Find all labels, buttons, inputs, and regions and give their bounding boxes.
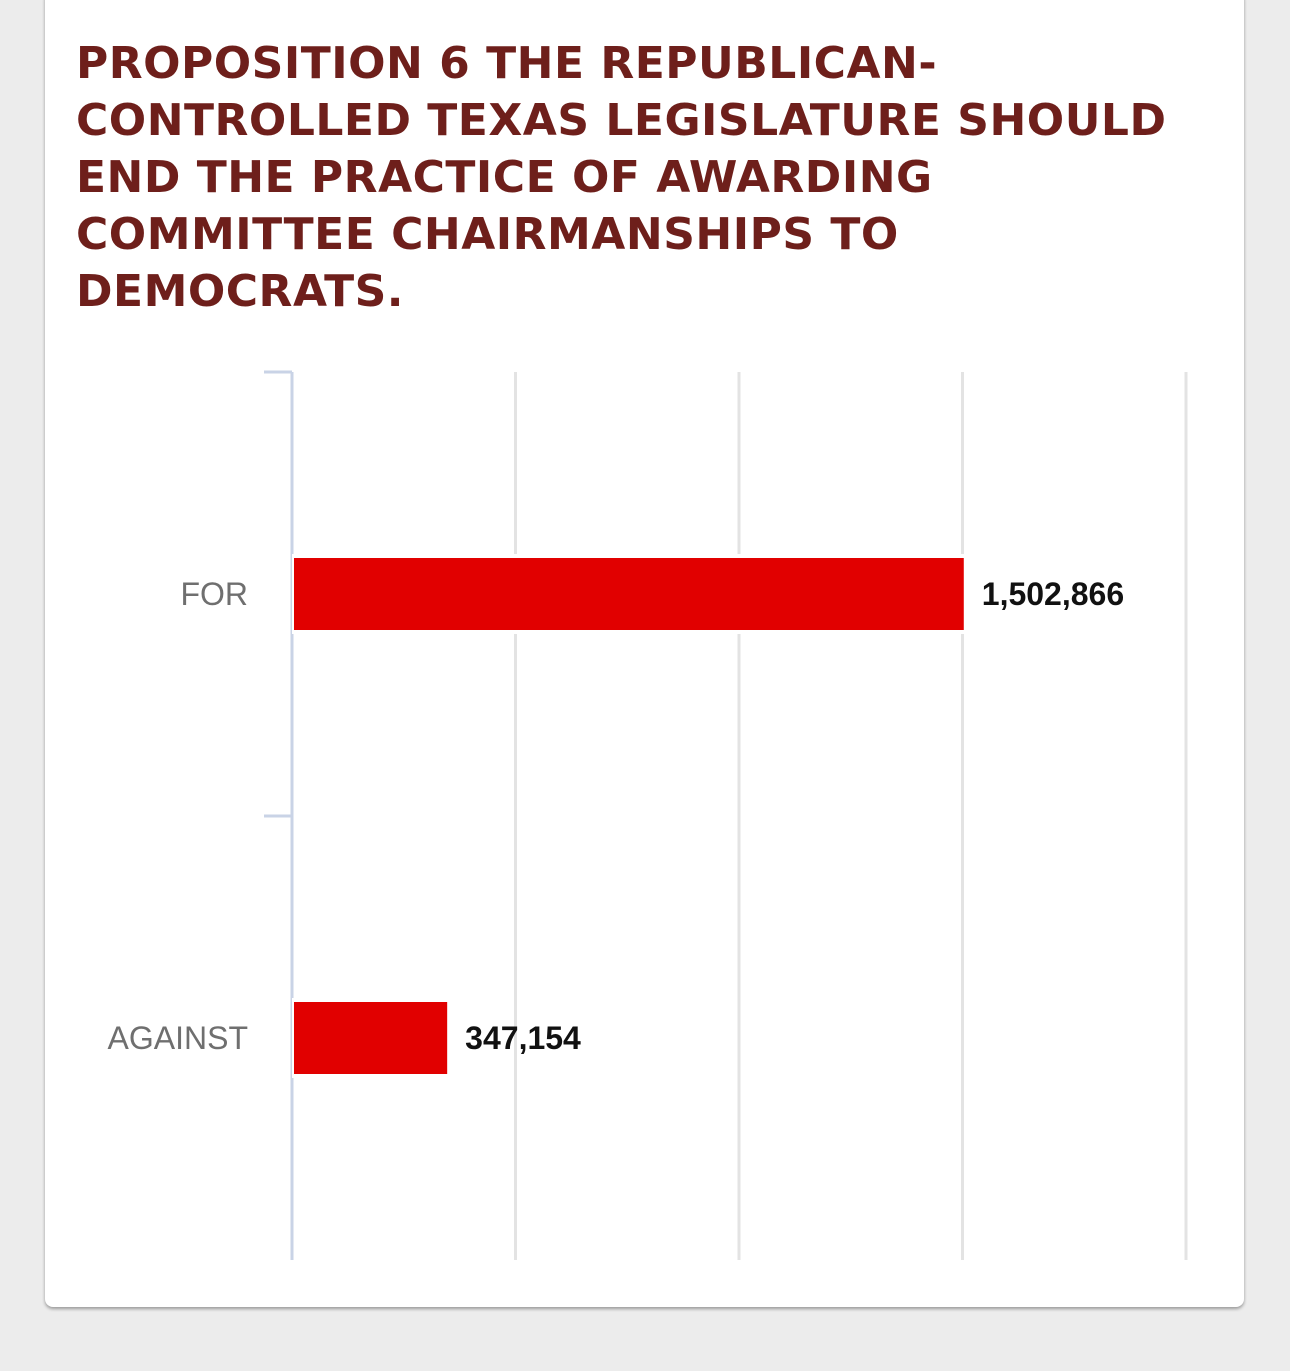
value-label-against: 347,154 (465, 1020, 581, 1056)
value-label-for: 1,502,866 (982, 576, 1124, 612)
category-label-against: AGAINST (108, 1020, 248, 1056)
y-axis (264, 370, 294, 1260)
bar-chart: FOR 1,502,866 AGAINST 347,154 (108, 370, 1188, 1260)
bars (292, 554, 966, 1078)
bar-against (294, 1002, 448, 1074)
gridlines (514, 372, 1188, 1260)
bar-for (294, 558, 964, 630)
category-label-for: FOR (180, 576, 248, 612)
chart-title: PROPOSITION 6 THE REPUBLICAN-CONTROLLED … (76, 38, 1167, 317)
labels: FOR 1,502,866 AGAINST 347,154 (108, 576, 1125, 1056)
chart-card: PROPOSITION 6 THE REPUBLICAN-CONTROLLED … (45, 0, 1244, 1307)
